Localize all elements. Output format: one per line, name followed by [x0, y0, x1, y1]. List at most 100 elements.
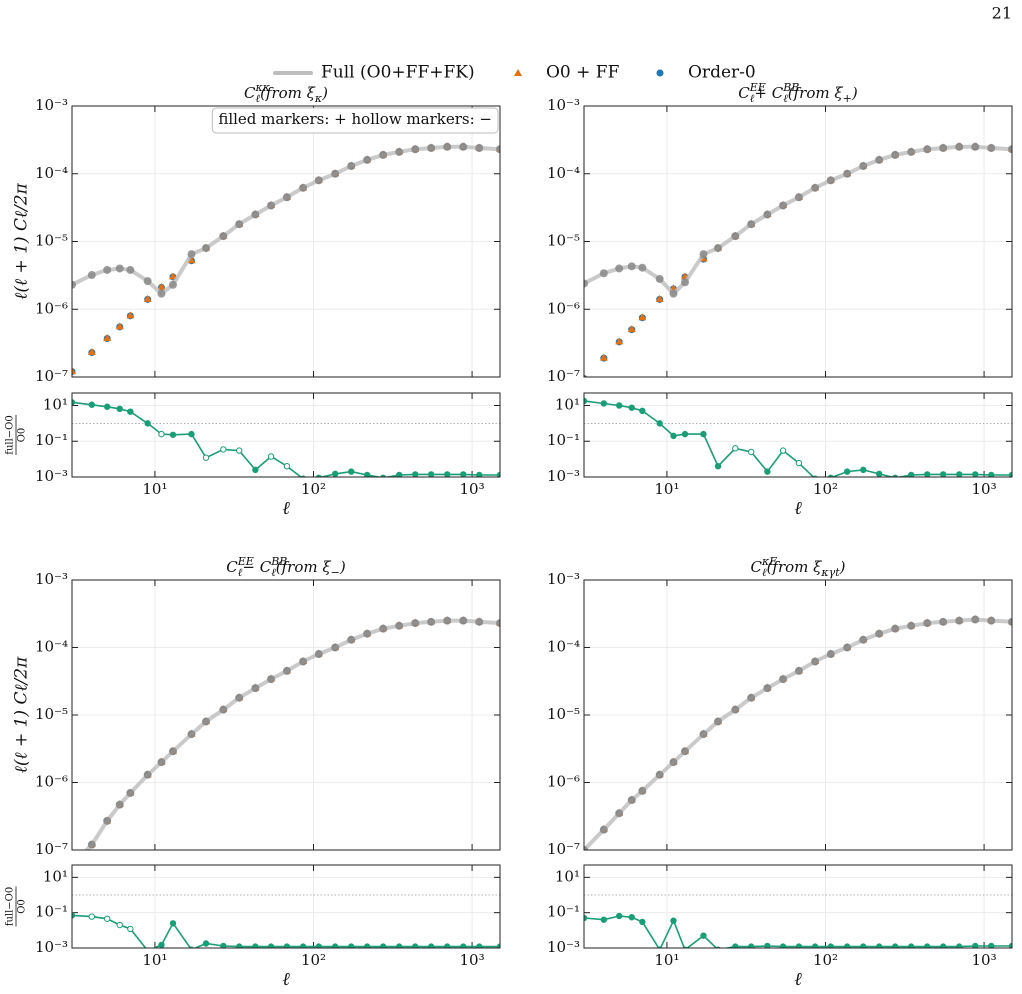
y-tick-label: 10¹	[43, 395, 68, 413]
title-part: )	[321, 84, 328, 102]
full-marker	[1008, 145, 1012, 154]
full-marker	[103, 816, 112, 825]
y-tick-label: 10⁻¹	[547, 903, 580, 921]
x-tick-label: 10¹	[654, 951, 679, 969]
x-tick-label: 10¹	[654, 480, 679, 498]
full-marker	[251, 684, 260, 693]
full-marker	[699, 250, 708, 259]
title-part: ℓ	[750, 92, 755, 105]
x-axis-label: ℓ	[282, 498, 290, 519]
y-tick-label: 10¹	[555, 395, 580, 413]
full-marker	[496, 145, 500, 154]
ratio-line	[72, 401, 500, 477]
filled-marker	[476, 471, 483, 477]
full-marker	[126, 265, 135, 274]
full-marker	[168, 747, 177, 756]
y-tick-label: 10⁻¹	[35, 431, 68, 449]
full-marker	[427, 617, 436, 626]
filled-marker	[843, 943, 851, 948]
title-part: EE	[237, 555, 254, 568]
filled-marker	[169, 920, 177, 927]
full-line	[83, 618, 500, 850]
full-marker	[347, 635, 356, 644]
filled-marker	[891, 943, 899, 948]
filled-marker	[860, 943, 867, 948]
full-marker	[669, 289, 678, 298]
filled-marker	[924, 943, 931, 948]
triangle-marker	[615, 337, 624, 345]
x-axis-label: ℓ	[794, 969, 802, 990]
filled-marker	[907, 943, 915, 948]
full-marker	[87, 840, 96, 849]
full-marker	[168, 280, 177, 289]
filled-marker	[907, 471, 915, 477]
y-tick-label: 10⁻⁵	[547, 705, 580, 723]
full-marker	[202, 717, 211, 726]
title-part: )	[839, 558, 846, 576]
full-marker	[638, 786, 647, 795]
full-marker	[87, 271, 96, 280]
x-axis-label: ℓ	[794, 498, 802, 519]
full-marker	[923, 145, 932, 154]
y-tick-label: 10⁻³	[547, 467, 580, 485]
full-marker	[843, 169, 852, 178]
hollow-marker	[202, 454, 210, 461]
y-tick-label: 10⁻³	[35, 467, 68, 485]
axes-frame	[583, 579, 1013, 851]
hollow-marker	[732, 445, 739, 452]
title-part: ℓ	[255, 92, 260, 105]
full-marker	[187, 730, 196, 739]
hollow-marker	[267, 453, 275, 460]
full-marker	[680, 747, 689, 756]
full-marker	[157, 758, 166, 767]
full-marker	[219, 705, 228, 714]
full-marker	[299, 183, 308, 192]
full-marker	[282, 193, 291, 202]
filled-marker	[412, 471, 419, 477]
triangle-marker	[126, 311, 135, 319]
title-part: ℓ	[783, 92, 788, 105]
full-marker	[655, 770, 664, 779]
filled-marker	[795, 943, 803, 948]
filled-marker	[363, 943, 371, 948]
y-tick-label: 10⁻⁵	[35, 232, 68, 250]
ratio-line	[584, 400, 1012, 477]
filled-marker	[267, 943, 275, 948]
full-marker	[638, 263, 647, 272]
filled-marker	[700, 430, 707, 438]
full-marker	[72, 280, 76, 289]
plot-area	[72, 399, 500, 477]
axes-frame	[71, 579, 501, 851]
filled-marker	[764, 468, 771, 475]
y-axis-label: ℓ(ℓ + 1) Cℓ/2π	[12, 182, 32, 299]
full-marker	[584, 846, 588, 850]
full-marker	[126, 788, 135, 797]
filled-marker	[460, 471, 467, 477]
legend-swatch	[514, 69, 522, 76]
filled-marker	[700, 932, 707, 939]
filled-marker	[939, 943, 947, 948]
x-tick-label: 10³	[460, 951, 485, 969]
full-marker	[875, 629, 884, 638]
full-marker	[1008, 617, 1012, 626]
full-marker	[627, 262, 636, 271]
full-marker	[411, 619, 420, 628]
full-line	[584, 144, 1012, 297]
full-marker	[907, 147, 916, 156]
title-part: C	[244, 84, 256, 102]
full-marker	[395, 147, 404, 156]
legend-label: Full (O0+FF+FK)	[321, 63, 475, 83]
title-part: (from ξ	[260, 84, 316, 102]
full-marker	[779, 675, 788, 684]
triangle-marker	[87, 347, 96, 355]
panel-title: C EEℓ + C BBℓ (from ξ +)	[738, 81, 858, 105]
filled-marker	[681, 430, 689, 438]
full-marker	[843, 643, 852, 652]
full-marker	[219, 232, 228, 241]
filled-marker	[988, 471, 995, 477]
x-tick-label: 10²	[301, 480, 326, 498]
full-marker	[143, 277, 152, 286]
y-tick-label: 10⁻⁴	[35, 638, 68, 656]
annotation: filled markers: + hollow markers: −	[218, 110, 492, 128]
